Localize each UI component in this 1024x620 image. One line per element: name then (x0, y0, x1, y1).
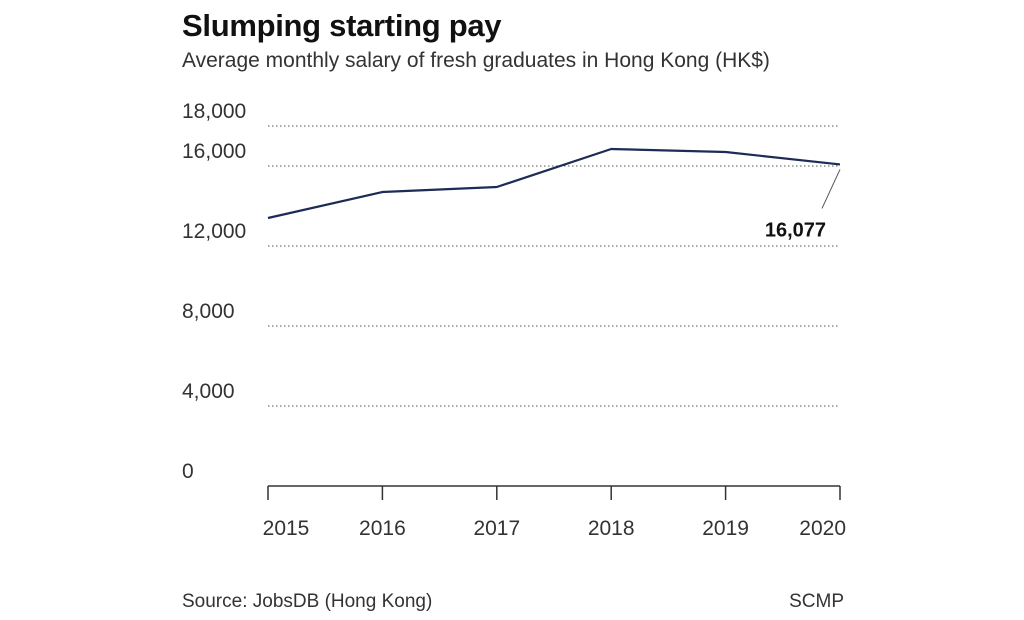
y-tick-label: 0 (182, 460, 194, 483)
y-tick-label: 8,000 (182, 300, 235, 323)
y-tick-label: 18,000 (182, 100, 246, 123)
x-tick-label: 2015 (263, 517, 310, 540)
annotation-group: 16,077 (765, 169, 841, 241)
x-axis: 2015 2016 2017 2018 2019 2020 (263, 485, 846, 540)
x-tick-label: 2016 (359, 517, 406, 540)
grid-lines (268, 125, 840, 407)
y-tick-label: 4,000 (182, 380, 235, 403)
x-tick-label: 2017 (473, 517, 520, 540)
annotation-label: 16,077 (765, 219, 826, 241)
x-tick-label: 2020 (799, 517, 846, 540)
chart-title: Slumping starting pay (182, 8, 502, 43)
x-tick-label: 2018 (588, 517, 635, 540)
x-tick-label: 2019 (702, 517, 749, 540)
series-line (267, 147, 841, 220)
y-tick-label: 16,000 (182, 140, 246, 163)
y-tick-label: 12,000 (182, 220, 246, 243)
chart-subtitle: Average monthly salary of fresh graduate… (182, 49, 770, 72)
annotation-leader (821, 169, 841, 209)
series-group (267, 147, 841, 220)
credit-note: SCMP (789, 591, 844, 612)
source-note: Source: JobsDB (Hong Kong) (182, 591, 433, 612)
y-axis-labels: 0 4,000 8,000 12,000 16,000 18,000 (182, 100, 246, 483)
